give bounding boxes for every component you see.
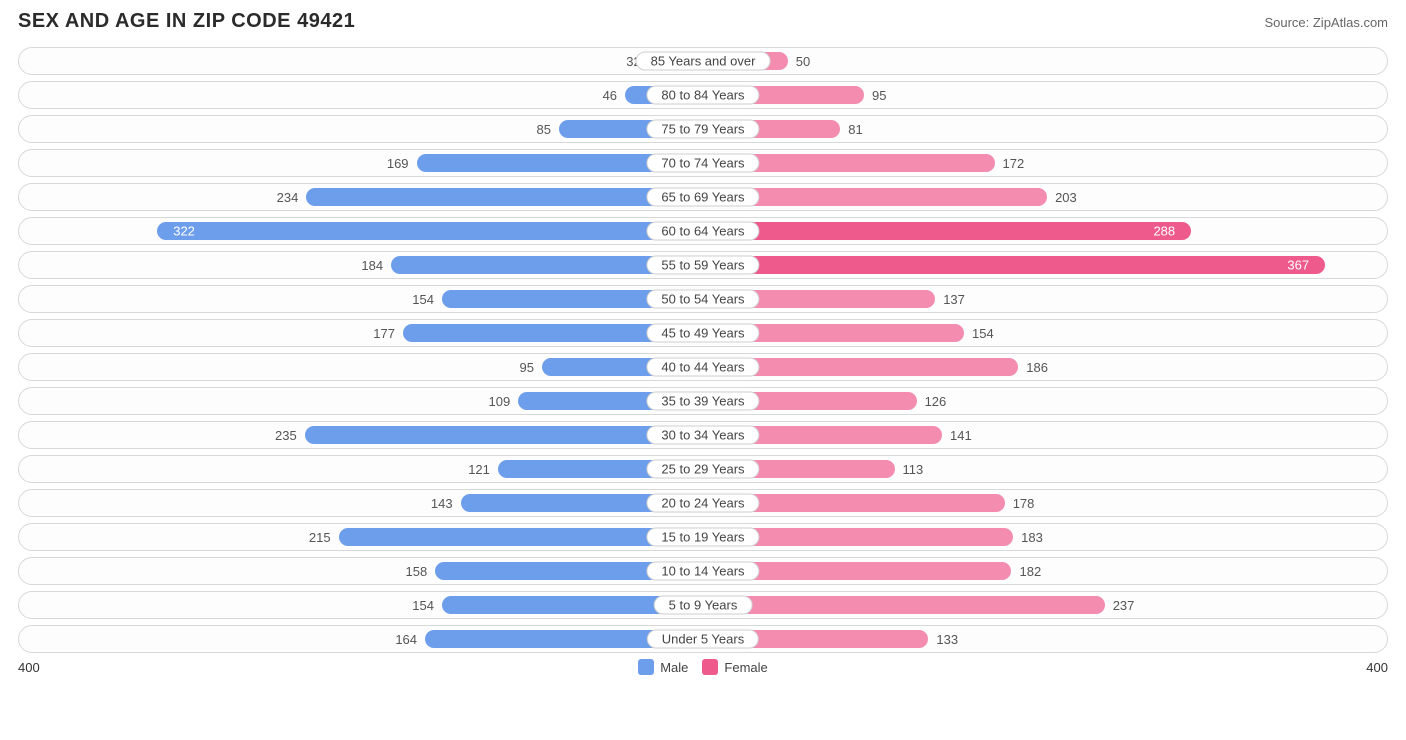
age-group-label: Under 5 Years bbox=[647, 630, 759, 649]
female-value: 50 bbox=[788, 54, 818, 69]
age-group-label: 40 to 44 Years bbox=[646, 358, 759, 377]
age-group-label: 75 to 79 Years bbox=[646, 120, 759, 139]
female-swatch-icon bbox=[702, 659, 718, 675]
page-title: SEX AND AGE IN ZIP CODE 49421 bbox=[18, 10, 355, 33]
legend-male-label: Male bbox=[660, 660, 688, 675]
chart-row: 169 172 70 to 74 Years bbox=[18, 149, 1388, 177]
chart-row: 177 154 45 to 49 Years bbox=[18, 319, 1388, 347]
male-value: 143 bbox=[423, 496, 461, 511]
chart-row: 46 95 80 to 84 Years bbox=[18, 81, 1388, 109]
age-group-label: 20 to 24 Years bbox=[646, 494, 759, 513]
chart-row: 85 81 75 to 79 Years bbox=[18, 115, 1388, 143]
male-value: 85 bbox=[528, 122, 558, 137]
legend-male: Male bbox=[638, 659, 688, 675]
chart-row: 215 183 15 to 19 Years bbox=[18, 523, 1388, 551]
male-value: 184 bbox=[353, 258, 391, 273]
chart-row: 121 113 25 to 29 Years bbox=[18, 455, 1388, 483]
chart-row: 154 237 5 to 9 Years bbox=[18, 591, 1388, 619]
male-bar: 322 bbox=[157, 222, 703, 240]
male-value: 177 bbox=[365, 326, 403, 341]
male-swatch-icon bbox=[638, 659, 654, 675]
age-group-label: 50 to 54 Years bbox=[646, 290, 759, 309]
chart-row: 325085 Years and over bbox=[18, 47, 1388, 75]
male-value: 121 bbox=[460, 462, 498, 477]
female-value: 367 bbox=[1279, 258, 1317, 273]
age-group-label: 5 to 9 Years bbox=[654, 596, 753, 615]
age-sex-chart: 325085 Years and over469580 to 84 Years8… bbox=[18, 47, 1388, 653]
female-value: 95 bbox=[864, 88, 894, 103]
male-value: 95 bbox=[512, 360, 542, 375]
female-value: 288 bbox=[1145, 224, 1183, 239]
female-value: 237 bbox=[1105, 598, 1143, 613]
age-group-label: 80 to 84 Years bbox=[646, 86, 759, 105]
chart-row: 184 367 55 to 59 Years bbox=[18, 251, 1388, 279]
age-group-label: 10 to 14 Years bbox=[646, 562, 759, 581]
source-label: Source: ZipAtlas.com bbox=[1264, 15, 1388, 30]
age-group-label: 55 to 59 Years bbox=[646, 256, 759, 275]
age-group-label: 30 to 34 Years bbox=[646, 426, 759, 445]
female-value: 183 bbox=[1013, 530, 1051, 545]
age-group-label: 35 to 39 Years bbox=[646, 392, 759, 411]
female-bar: 288 bbox=[703, 222, 1191, 240]
female-value: 178 bbox=[1005, 496, 1043, 511]
male-value: 154 bbox=[404, 292, 442, 307]
chart-row: 158 182 10 to 14 Years bbox=[18, 557, 1388, 585]
male-value: 154 bbox=[404, 598, 442, 613]
female-value: 182 bbox=[1011, 564, 1049, 579]
female-value: 126 bbox=[917, 394, 955, 409]
male-value: 158 bbox=[398, 564, 436, 579]
chart-row: 234 203 65 to 69 Years bbox=[18, 183, 1388, 211]
chart-row: 322 288 60 to 64 Years bbox=[18, 217, 1388, 245]
male-value: 215 bbox=[301, 530, 339, 545]
chart-row: 109 126 35 to 39 Years bbox=[18, 387, 1388, 415]
female-bar: 367 bbox=[703, 256, 1325, 274]
age-group-label: 65 to 69 Years bbox=[646, 188, 759, 207]
male-value: 46 bbox=[595, 88, 625, 103]
age-group-label: 60 to 64 Years bbox=[646, 222, 759, 241]
chart-row: 143 178 20 to 24 Years bbox=[18, 489, 1388, 517]
male-bar bbox=[306, 188, 703, 206]
male-value: 322 bbox=[165, 224, 203, 239]
female-bar bbox=[703, 596, 1105, 614]
age-group-label: 25 to 29 Years bbox=[646, 460, 759, 479]
age-group-label: 45 to 49 Years bbox=[646, 324, 759, 343]
female-value: 141 bbox=[942, 428, 980, 443]
female-value: 154 bbox=[964, 326, 1002, 341]
male-value: 234 bbox=[269, 190, 307, 205]
chart-row: 95 186 40 to 44 Years bbox=[18, 353, 1388, 381]
male-value: 164 bbox=[387, 632, 425, 647]
female-value: 81 bbox=[840, 122, 870, 137]
female-value: 172 bbox=[995, 156, 1033, 171]
chart-row: 154 137 50 to 54 Years bbox=[18, 285, 1388, 313]
legend-female-label: Female bbox=[724, 660, 767, 675]
female-value: 186 bbox=[1018, 360, 1056, 375]
female-value: 133 bbox=[928, 632, 966, 647]
age-group-label: 15 to 19 Years bbox=[646, 528, 759, 547]
female-value: 137 bbox=[935, 292, 973, 307]
chart-row: 235 141 30 to 34 Years bbox=[18, 421, 1388, 449]
age-group-label: 70 to 74 Years bbox=[646, 154, 759, 173]
male-value: 169 bbox=[379, 156, 417, 171]
legend-female: Female bbox=[702, 659, 767, 675]
axis-right-max: 400 bbox=[1366, 660, 1388, 675]
female-value: 113 bbox=[895, 462, 932, 477]
male-bar bbox=[305, 426, 703, 444]
female-value: 203 bbox=[1047, 190, 1085, 205]
axis-left-max: 400 bbox=[18, 660, 40, 675]
male-value: 235 bbox=[267, 428, 305, 443]
chart-legend: Male Female bbox=[40, 659, 1367, 675]
chart-row: 164 133 Under 5 Years bbox=[18, 625, 1388, 653]
age-group-label: 85 Years and over bbox=[636, 52, 771, 71]
male-value: 109 bbox=[481, 394, 519, 409]
